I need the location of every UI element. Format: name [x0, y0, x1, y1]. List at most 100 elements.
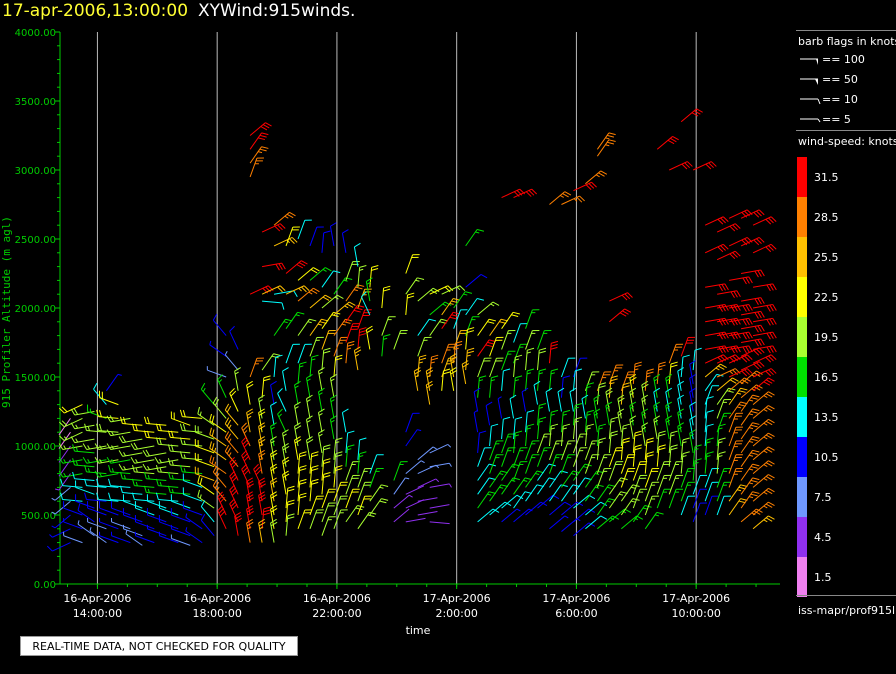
wind-barb	[360, 291, 371, 316]
wind-barb	[656, 444, 666, 467]
wind-barb	[82, 457, 107, 464]
wind-barb	[716, 223, 741, 233]
wind-barb	[593, 408, 601, 433]
wind-barb	[224, 417, 239, 440]
wind-barb	[321, 488, 336, 509]
wind-barb	[106, 443, 131, 450]
wind-barb	[728, 209, 753, 219]
wind-barb	[309, 336, 324, 357]
wind-barb	[58, 417, 83, 428]
wind-barb	[63, 531, 83, 544]
wind-barb	[689, 401, 696, 426]
speed-swatch-label: 22.5	[814, 291, 839, 304]
wind-barb	[130, 442, 155, 450]
wind-barb	[705, 304, 729, 312]
wind-barb	[317, 387, 325, 412]
wind-barb	[704, 216, 729, 226]
wind-barb	[130, 457, 155, 464]
wind-barb	[740, 436, 760, 454]
wind-barb	[200, 514, 215, 537]
wind-barb	[501, 188, 526, 199]
wind-barb	[345, 474, 360, 495]
wind-barb	[629, 415, 637, 440]
wind-barb	[596, 437, 606, 460]
wind-barb	[537, 402, 547, 426]
wind-barb	[513, 461, 528, 481]
wind-barb	[258, 394, 265, 419]
wind-barb	[596, 139, 616, 157]
wind-barb	[677, 422, 685, 447]
wind-barb	[525, 423, 535, 447]
wind-barb	[716, 423, 726, 447]
wind-barb	[357, 495, 372, 516]
wind-barb	[329, 373, 337, 398]
y-tick-label: 2500.00	[15, 235, 56, 246]
speed-swatch-label: 1.5	[814, 571, 832, 584]
wind-barb	[560, 440, 576, 460]
wind-barb	[689, 429, 696, 453]
wind-barb	[629, 401, 637, 426]
wind-barb	[357, 468, 372, 488]
wind-barb	[120, 416, 143, 426]
wind-barb	[740, 361, 765, 371]
wind-barb	[429, 483, 452, 488]
wind-barb	[656, 136, 679, 150]
wind-barb	[185, 513, 203, 530]
wind-barb	[441, 343, 456, 364]
wind-barb	[365, 325, 374, 350]
wind-barb	[369, 454, 384, 474]
wind-barb	[716, 377, 739, 392]
wind-barb	[170, 494, 191, 509]
speed-swatch-label: 10.5	[814, 451, 839, 464]
wind-barb	[111, 517, 131, 530]
wind-barb	[477, 430, 487, 453]
wind-barb	[572, 368, 583, 391]
wind-barb	[270, 422, 277, 447]
wind-barb	[692, 458, 702, 481]
wind-barb	[270, 477, 278, 502]
wind-barb	[533, 380, 541, 405]
wind-barb	[572, 447, 588, 467]
wind-barb	[143, 416, 167, 426]
wind-barb	[453, 309, 468, 329]
wind-barb	[513, 477, 532, 495]
wind-barb	[752, 243, 777, 254]
wind-barb	[729, 276, 753, 285]
wind-barb	[465, 274, 488, 288]
wind-barb	[704, 396, 714, 419]
wind-barb	[143, 430, 167, 440]
wind-barb	[752, 405, 775, 419]
wind-barb	[728, 440, 743, 460]
wind-barb	[740, 269, 765, 278]
speed-swatch	[797, 477, 807, 517]
wind-barb	[84, 492, 107, 502]
wind-barb	[728, 354, 753, 364]
wind-barb	[285, 260, 308, 274]
wind-barb	[584, 409, 595, 433]
wind-barb	[321, 330, 336, 350]
wind-barb	[597, 515, 620, 530]
wind-barb	[209, 455, 227, 475]
wind-barb	[321, 294, 344, 309]
flag-legend: barb flags in knots == 100 == 50 == 10 =…	[796, 30, 896, 131]
y-tick-label: 3000.00	[15, 166, 56, 177]
speed-swatch	[797, 517, 807, 557]
title-plot-name: XYWind:915winds.	[198, 1, 356, 21]
flag-legend-feather	[817, 118, 821, 123]
wind-barb	[537, 416, 547, 440]
wind-barb	[537, 494, 560, 509]
wind-barb	[548, 409, 559, 433]
wind-barb	[752, 304, 777, 312]
wind-barb	[405, 485, 425, 495]
wind-barb	[429, 504, 450, 509]
wind-barb	[134, 531, 155, 544]
wind-barb	[345, 444, 355, 467]
wind-barb	[728, 484, 748, 502]
wind-barb	[405, 517, 426, 523]
wind-barb	[525, 454, 540, 474]
wind-barb	[465, 298, 485, 316]
wind-barb	[70, 436, 95, 444]
wind-barb	[465, 347, 475, 371]
wind-barb	[258, 436, 266, 460]
wind-barb	[716, 399, 731, 419]
